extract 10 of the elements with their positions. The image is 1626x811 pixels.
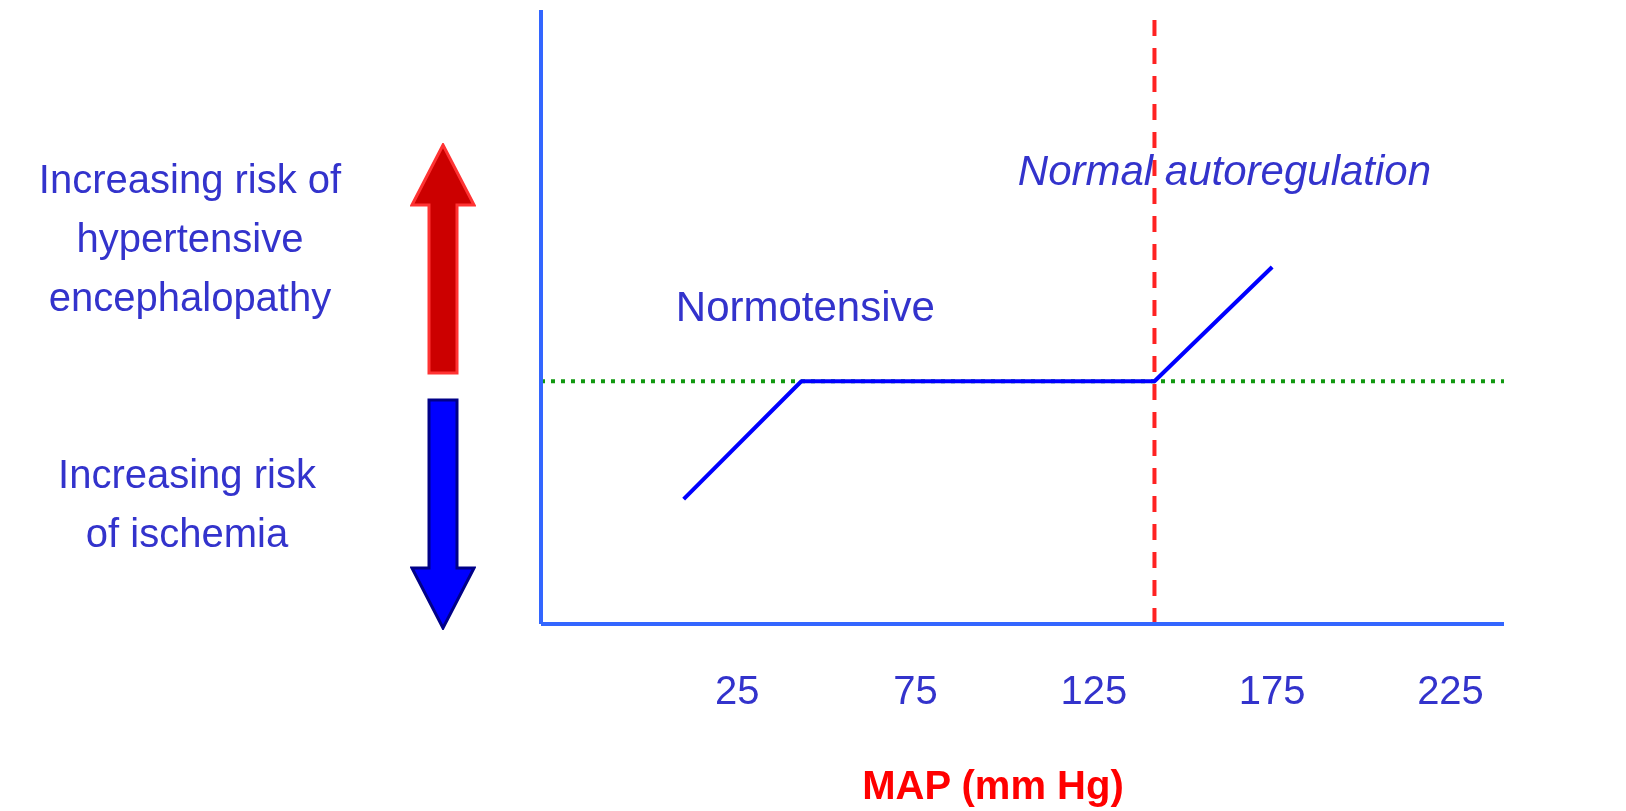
- x-tick-label: 225: [1417, 668, 1484, 713]
- x-axis-title: MAP (mm Hg): [861, 763, 1125, 808]
- x-tick-label: 175: [1238, 668, 1306, 713]
- series-label: Normotensive: [675, 283, 935, 331]
- x-tick-label: 125: [1060, 668, 1128, 713]
- x-tick-label: 25: [714, 668, 760, 713]
- x-tick-label: 75: [893, 668, 938, 713]
- ref-line-label: Normal autoregulation: [1017, 147, 1432, 194]
- text: Increasing risk of ischemia: [57, 451, 317, 557]
- text: Increasing risk of hypertensive encephalopathy: [37, 156, 343, 321]
